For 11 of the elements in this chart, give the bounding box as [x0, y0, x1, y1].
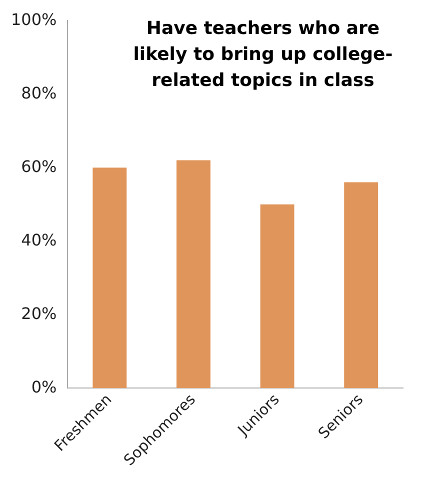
- bar: [92, 168, 127, 388]
- bar: [344, 182, 378, 388]
- y-tick-label: 60%: [21, 156, 57, 176]
- y-tick-label: 20%: [21, 304, 57, 323]
- y-tick-label: 0%: [31, 377, 57, 396]
- bar: [176, 160, 210, 388]
- bar: [260, 204, 294, 388]
- y-tick-label: 40%: [21, 230, 57, 250]
- text: Have teachers who are likely to bring up college-related topics in class: [132, 17, 394, 93]
- y-tick-label: 80%: [21, 83, 57, 102]
- y-tick-label: 100%: [10, 10, 57, 29]
